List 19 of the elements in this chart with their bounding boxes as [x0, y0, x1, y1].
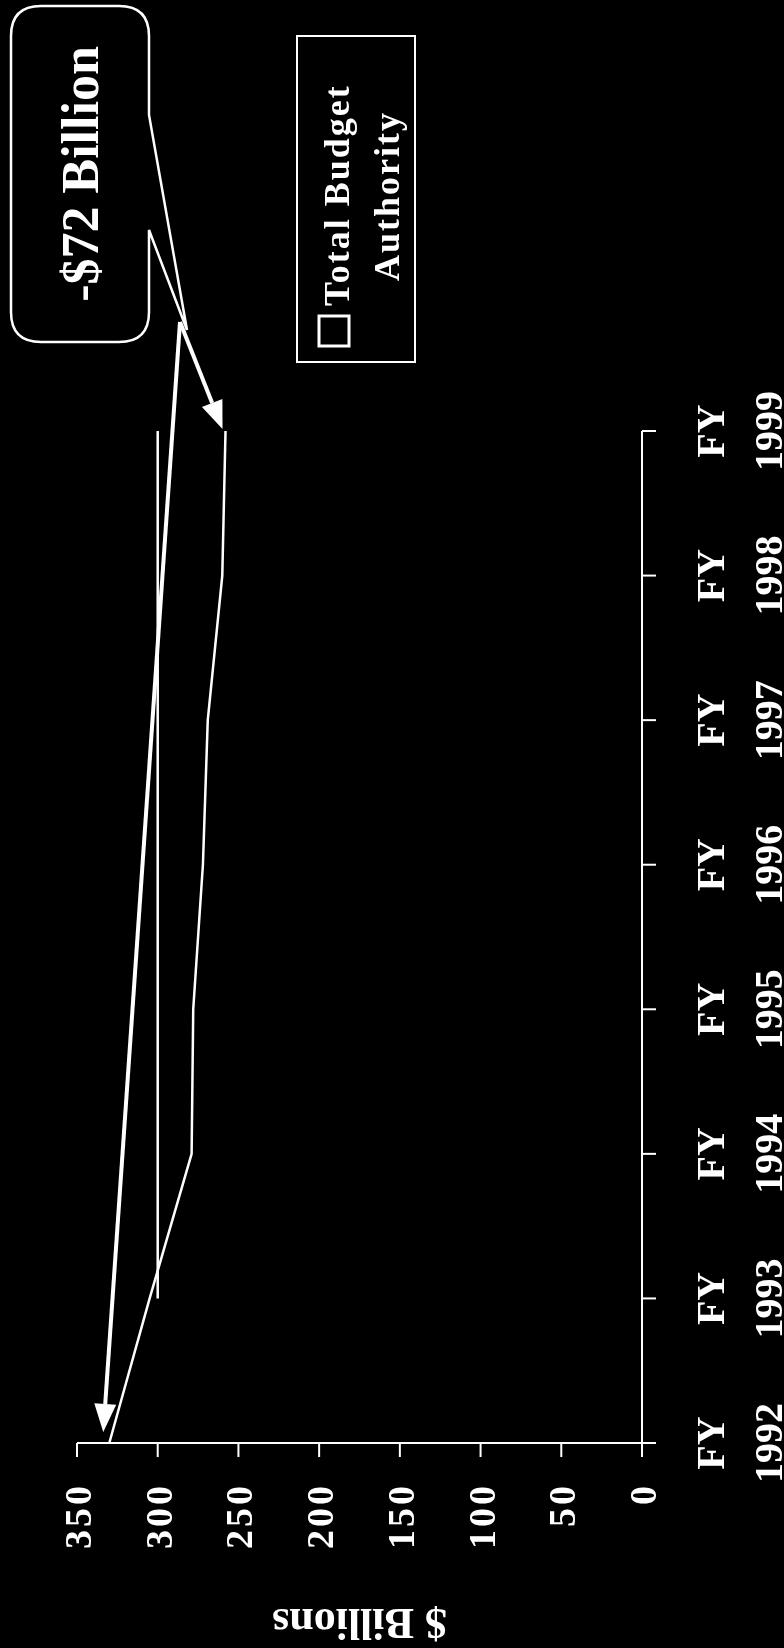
x-tick-label: 150 — [379, 1483, 422, 1549]
y-tick-label: FY 1995 — [688, 969, 784, 1050]
x-tick-label: 100 — [460, 1483, 503, 1549]
x-tick-label: 50 — [541, 1483, 584, 1527]
y-tick-label: FY 1992 — [688, 1403, 784, 1483]
y-tick-label: FY 1997 — [688, 680, 784, 761]
x-tick-label: 200 — [299, 1483, 342, 1549]
x-tick-label: 0 — [622, 1483, 664, 1505]
text: Total Budget Authority — [317, 84, 407, 306]
x-tick-label: 250 — [218, 1483, 261, 1549]
y-tick-label: FY 1998 — [688, 535, 784, 616]
y-tick-label: FY 1993 — [688, 1258, 784, 1339]
y-tick-label: FY 1999 — [688, 391, 784, 471]
y-tick-label: FY 1996 — [688, 824, 784, 905]
x-tick-label: 350 — [57, 1483, 99, 1549]
x-tick-label: 300 — [137, 1483, 180, 1549]
text: -$72 Billion — [52, 46, 109, 302]
y-tick-label: FY 1994 — [688, 1113, 784, 1194]
x-axis-title: $ Billions — [272, 1599, 447, 1648]
